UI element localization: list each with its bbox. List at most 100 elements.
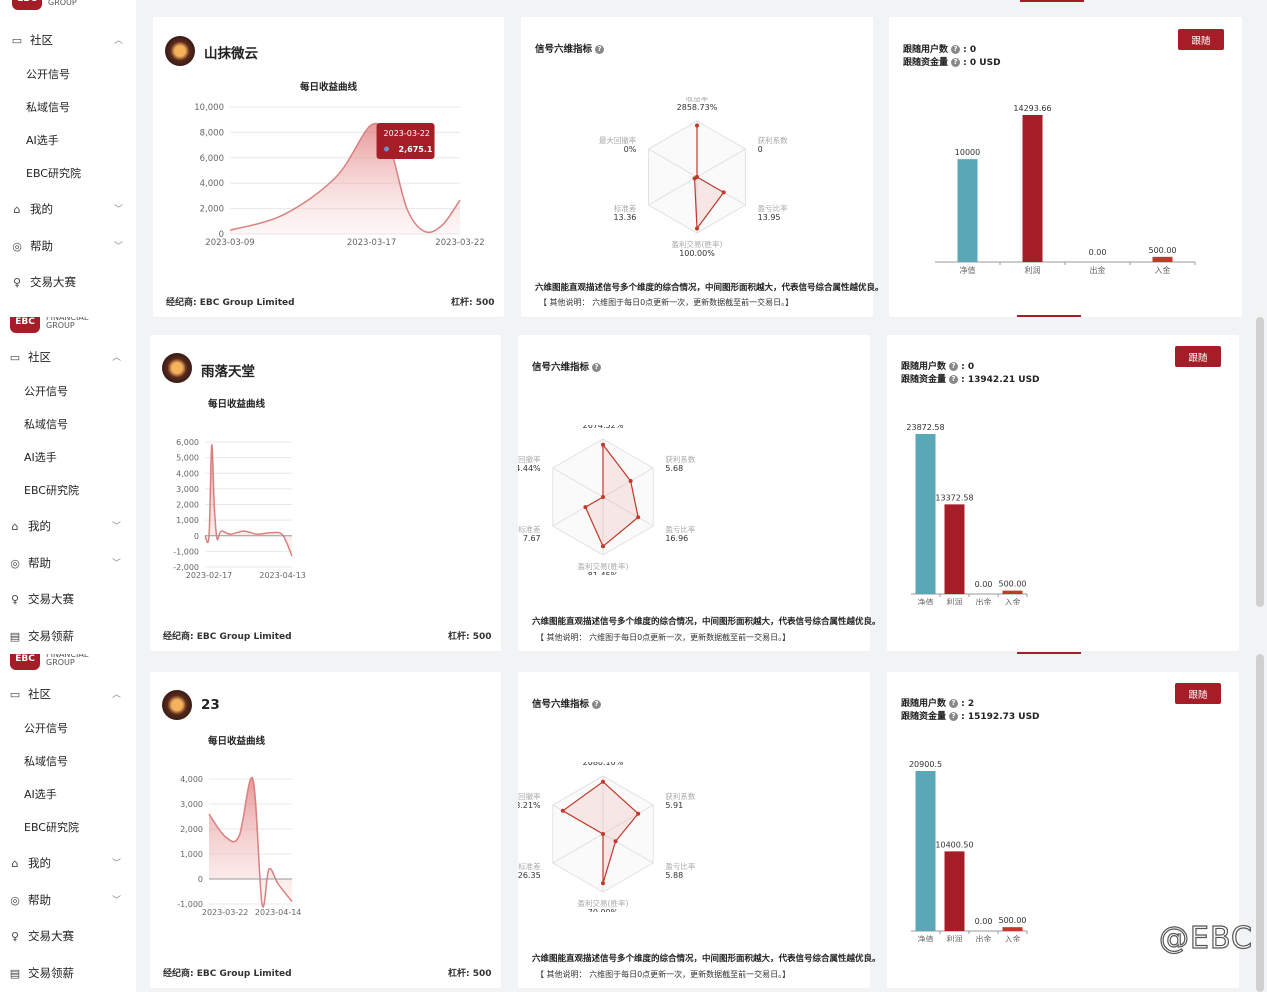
scrollbar[interactable] xyxy=(1256,317,1264,607)
radar-axis-label: 盈亏比率 xyxy=(665,524,695,534)
chevron-down-icon: ﹀ xyxy=(112,522,122,532)
y-tick-label: 1,000 xyxy=(180,850,203,859)
help-icon[interactable]: ? xyxy=(949,362,959,371)
bar-category-label: 出金 xyxy=(1090,265,1106,275)
logo-text: FINANCIAL GROUP xyxy=(46,317,89,330)
help-circle-icon: ◎ xyxy=(10,893,20,907)
nav-public-signals[interactable]: 公开信号 xyxy=(24,722,68,735)
nav-public-signals[interactable]: 公开信号 xyxy=(26,68,70,81)
bar-value-label: 13372.58 xyxy=(935,493,973,502)
y-tick-label: 1,000 xyxy=(176,516,199,525)
signal-panel-1: EBC FINANCIAL GROUP ▭社区︿ 公开信号 私域信号 AI选手 … xyxy=(0,0,1267,317)
nav-mine[interactable]: ⌂ 我的 ﹀ xyxy=(10,199,128,219)
radar-point xyxy=(601,442,605,447)
nav-private-signals[interactable]: 私域信号 xyxy=(26,101,70,114)
nav-community[interactable]: ▭ 社区 ︿ xyxy=(8,684,126,704)
y-tick-label: 0 xyxy=(198,875,203,884)
nav-help[interactable]: ◎ 帮助 ﹀ xyxy=(8,890,126,910)
broker-label: 经纪商: EBC Group Limited xyxy=(163,969,292,979)
bar-category-label: 出金 xyxy=(976,934,992,942)
nav-private-signals[interactable]: 私域信号 xyxy=(24,755,68,768)
nav-salary[interactable]: ▤ 交易领薪 xyxy=(8,963,126,983)
nav-ai-players[interactable]: AI选手 xyxy=(26,134,59,147)
follow-button[interactable]: 跟随 xyxy=(1178,29,1224,50)
help-icon[interactable]: ? xyxy=(592,363,602,372)
bar-category-label: 净值 xyxy=(918,597,934,605)
nav-ebc-institute[interactable]: EBC研究院 xyxy=(24,821,79,834)
radar-point xyxy=(583,505,588,510)
help-circle-icon: ◎ xyxy=(12,239,22,253)
radar-spoke xyxy=(648,148,698,178)
radar-note: 【 其他说明： 六维图于每日0点更新一次，更新数据截至前一交易日。】 xyxy=(536,970,791,979)
radar-spoke xyxy=(552,467,604,498)
radar-axis-label: 收益率 xyxy=(686,97,709,103)
help-icon[interactable]: ? xyxy=(949,712,959,721)
daily-curve-chart: 6,000 5,000 4,000 3,000 2,000 1,000 0 -1,000 -2,… xyxy=(173,438,306,580)
radar-axis-label: 大回撤率 xyxy=(518,791,541,801)
radar-axis-label: 获利系数 xyxy=(758,135,788,145)
nav-private-signals[interactable]: 私域信号 xyxy=(24,418,68,431)
x-tick-label: 2023-03-22 xyxy=(435,238,484,248)
nav-help[interactable]: ◎ 帮助 ﹀ xyxy=(8,553,126,573)
nav-ebc-institute[interactable]: EBC研究院 xyxy=(26,167,81,180)
help-icon[interactable]: ? xyxy=(592,700,602,709)
signal-panel-3: EBC FINANCIAL GROUP ▭ 社区 ︿ 公开信号 私域信号 AI选手 … xyxy=(0,654,1267,992)
radar-axis-value: 13.95 xyxy=(758,213,781,222)
nav-community-label: 社区 xyxy=(28,350,51,364)
y-tick-label: 5,000 xyxy=(176,454,199,463)
radar-note: 【 其他说明： 六维图于每日0点更新一次，更新数据截至前一交易日。】 xyxy=(539,298,794,307)
radar-card: 信号六维指标? 收益率2674.52%获利系数5.68盈亏比率16.96盈利交易… xyxy=(518,335,881,651)
nav-mine[interactable]: ⌂ 我的 ﹀ xyxy=(8,516,126,536)
nav-help[interactable]: ◎ 帮助 ﹀ xyxy=(10,236,128,256)
nav-community[interactable]: ▭ 社区 ︿ xyxy=(8,347,126,367)
follow-button[interactable]: 跟随 xyxy=(1175,683,1221,704)
logo-text: FINANCIAL GROUP xyxy=(46,654,89,667)
follow-button[interactable]: 跟随 xyxy=(1175,346,1221,367)
radar-axis-label: 获利系数 xyxy=(665,791,695,801)
radar-axis-label: 大回撤率 xyxy=(518,454,541,464)
radar-axis-value: 2858.73% xyxy=(677,103,718,112)
trader-avatar xyxy=(162,353,192,383)
nav-contest-label: 交易大赛 xyxy=(28,592,74,606)
nav-contest[interactable]: ♀ 交易大赛 xyxy=(10,272,128,292)
nav-salary[interactable]: ▤ 交易领薪 xyxy=(8,626,126,646)
nav-public-signals[interactable]: 公开信号 xyxy=(24,385,68,398)
y-tick-label: 0 xyxy=(194,532,199,541)
radar-axis-value: 100.00% xyxy=(679,249,715,257)
nav-ai-players[interactable]: AI选手 xyxy=(24,451,57,464)
radar-axis-value: 14.44% xyxy=(518,464,541,473)
nav-contest[interactable]: ♀ 交易大赛 xyxy=(8,926,126,946)
radar-axis-value: 13.21% xyxy=(518,801,541,810)
scrollbar[interactable] xyxy=(1256,654,1264,992)
logo: EBC FINANCIAL GROUP xyxy=(10,654,88,670)
nav-ai-players[interactable]: AI选手 xyxy=(24,788,57,801)
trader-name: 山抹微云 xyxy=(204,46,258,62)
help-icon[interactable]: ? xyxy=(951,45,961,54)
bar-category-label: 入金 xyxy=(1155,265,1171,275)
y-tick-label: 3,000 xyxy=(176,485,199,494)
trophy-icon: ♀ xyxy=(10,929,20,943)
radar-spoke xyxy=(696,148,746,178)
trader-name: 23 xyxy=(201,697,220,713)
radar-point xyxy=(721,190,726,195)
nav-community[interactable]: ▭ 社区 ︿ xyxy=(10,30,128,50)
bottom-accent-bar xyxy=(1017,315,1081,317)
nav-contest[interactable]: ♀ 交易大赛 xyxy=(8,589,126,609)
radar-title: 信号六维指标? xyxy=(535,41,605,55)
help-icon[interactable]: ? xyxy=(949,699,959,708)
radar-spoke xyxy=(552,833,604,864)
nav-mine[interactable]: ⌂ 我的 ﹀ xyxy=(8,853,126,873)
help-icon[interactable]: ? xyxy=(951,58,961,67)
nav-ebc-institute[interactable]: EBC研究院 xyxy=(24,484,79,497)
help-icon[interactable]: ? xyxy=(949,375,959,384)
follow-funds: 跟随资金量? : 15192.73 USD xyxy=(901,712,1040,722)
nav-salary-label: 交易领薪 xyxy=(28,966,74,980)
daily-curve-title: 每日收益曲线 xyxy=(300,82,358,93)
x-tick-label: 2023-04-13 xyxy=(259,571,306,580)
bar-category-label: 入金 xyxy=(1005,934,1021,942)
radar-axis-label: 盈利交易(胜率) xyxy=(672,239,723,249)
chevron-down-icon: ﹀ xyxy=(112,859,122,869)
help-icon[interactable]: ? xyxy=(595,45,605,54)
x-tick-label: 2023-03-22 xyxy=(202,908,249,917)
